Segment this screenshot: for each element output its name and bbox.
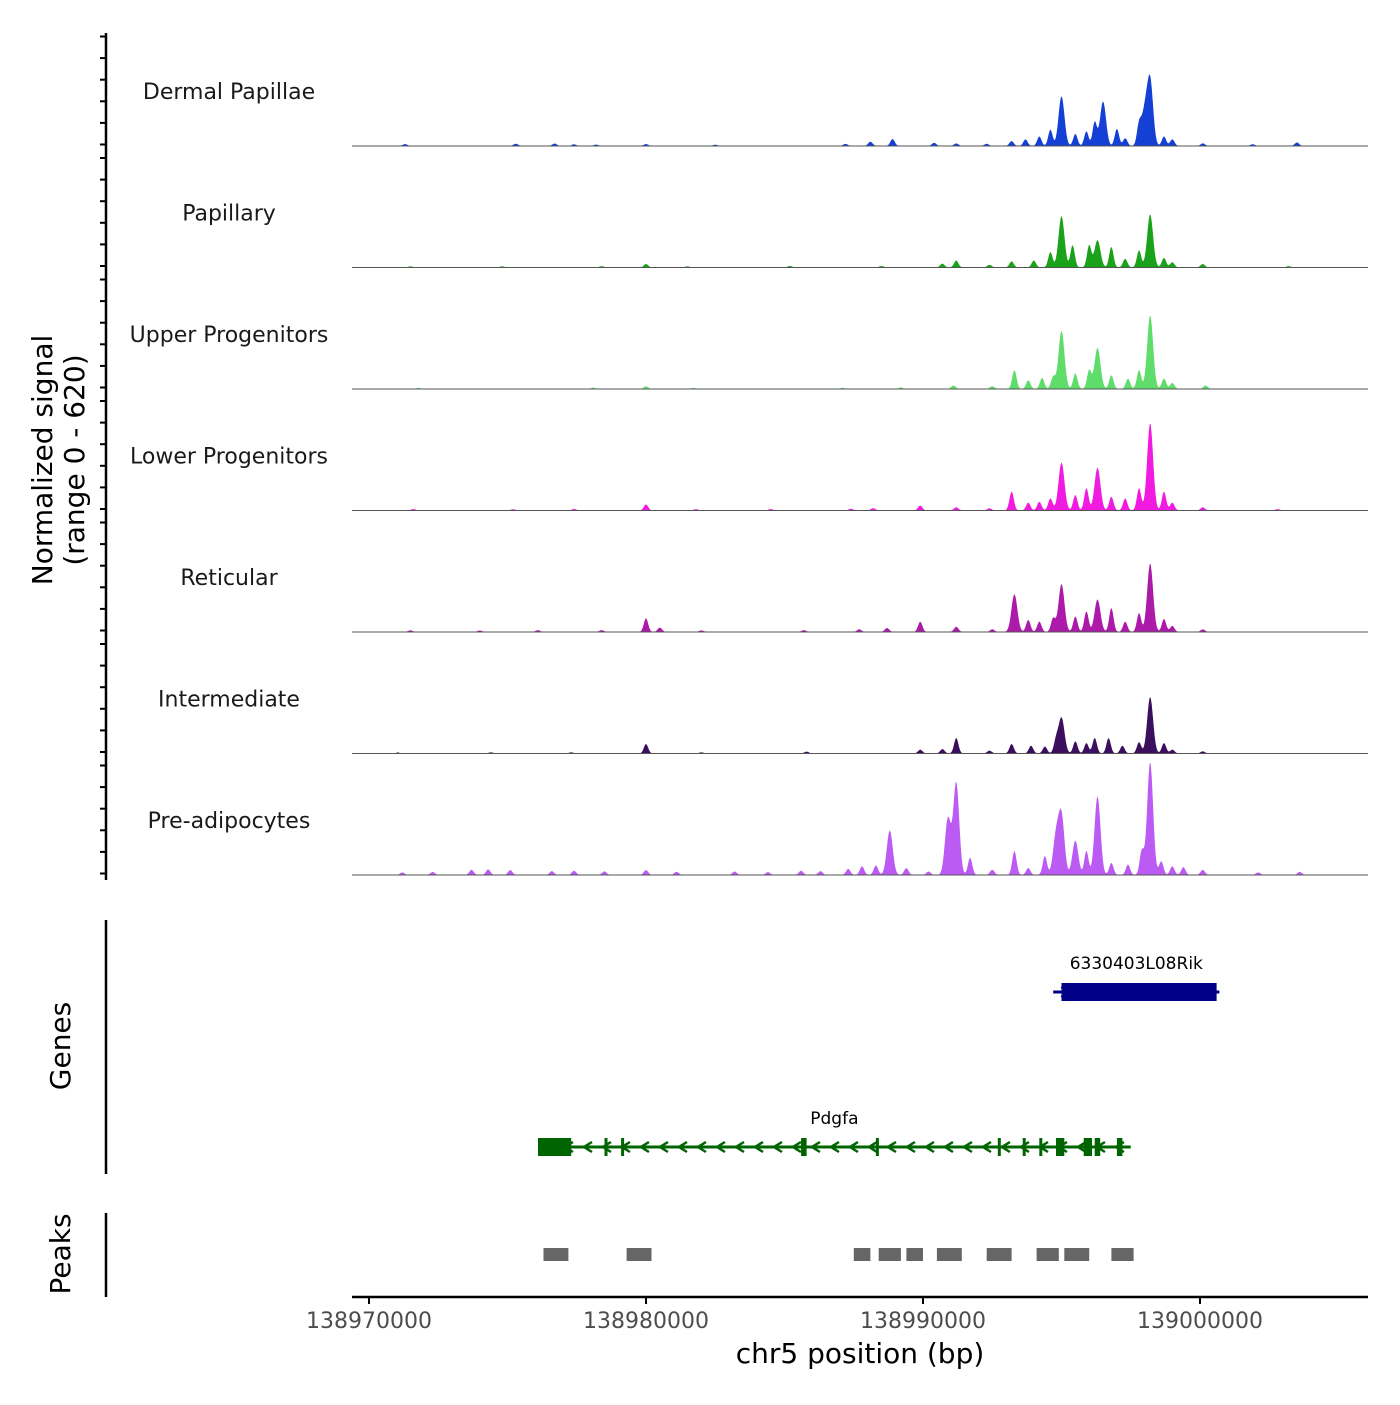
- gene-strand-arrow: [581, 1140, 593, 1154]
- gene-strand-arrow: [771, 1140, 783, 1154]
- gene-label: 6330403L08Rik: [1070, 954, 1203, 974]
- gene-strand-arrow: [980, 1140, 992, 1154]
- peak-region: [906, 1248, 923, 1261]
- track-label: Papillary: [182, 202, 276, 227]
- gene-exon: [621, 1138, 625, 1156]
- track-coverage-area: [396, 214, 1325, 268]
- gene-exon: [1039, 1138, 1043, 1156]
- track-coverage-area: [396, 74, 1325, 146]
- peak-region: [853, 1248, 871, 1261]
- gene-strand-arrow: [942, 1140, 954, 1154]
- gene-strand-arrow: [961, 1140, 973, 1154]
- peak-region: [543, 1248, 569, 1261]
- x-tick-label: 138980000: [583, 1309, 709, 1334]
- peak-region: [1036, 1248, 1059, 1261]
- peak-region: [1064, 1248, 1090, 1261]
- peak-region: [626, 1248, 652, 1261]
- gene-exon: [538, 1138, 572, 1156]
- gene-strand-arrow: [809, 1140, 821, 1154]
- peak-region: [986, 1248, 1012, 1261]
- track-label: Intermediate: [158, 688, 300, 713]
- track-reticular: Reticular: [180, 564, 1368, 633]
- x-tick-label: 138990000: [860, 1309, 986, 1334]
- y-axis-title-line2: (range 0 - 620): [58, 354, 91, 565]
- gene-strand-arrow: [847, 1140, 859, 1154]
- y-axis-title-line1: Normalized signal: [26, 335, 59, 586]
- gene-strand-arrow: [866, 1140, 878, 1154]
- gene-strand-arrow: [695, 1140, 707, 1154]
- x-tick-label: 138970000: [306, 1309, 432, 1334]
- track-lower-progenitors: Lower Progenitors: [130, 423, 1368, 511]
- x-tick-label: 139000000: [1137, 1309, 1263, 1334]
- track-coverage-area: [396, 423, 1325, 511]
- gene-6330403l08rik: 6330403L08Rik: [1053, 954, 1220, 1001]
- track-coverage-area: [396, 564, 1325, 632]
- gene-exon: [1061, 983, 1217, 1001]
- gene-strand-arrow: [600, 1140, 612, 1154]
- gene-strand-arrow: [885, 1140, 897, 1154]
- peak-region: [878, 1248, 901, 1261]
- track-dermal-papillae: Dermal Papillae: [143, 74, 1368, 147]
- gene-exon: [1094, 1138, 1101, 1156]
- track-pre-adipocytes: Pre-adipocytes: [148, 763, 1368, 876]
- gene-exon: [604, 1138, 608, 1156]
- gene-strand-arrow: [676, 1140, 688, 1154]
- gene-strand-arrow: [904, 1140, 916, 1154]
- x-axis: 138970000 138980000 138990000 139000000: [306, 1295, 1368, 1334]
- gene-strand-arrow: [657, 1140, 669, 1154]
- track-coverage-area: [396, 697, 1325, 754]
- gene-exon: [875, 1138, 879, 1156]
- coverage-tracks: Dermal Papillae Papillary Upper Progenitor…: [130, 74, 1368, 876]
- gene-exon: [1022, 1138, 1026, 1156]
- peaks-panel-title: Peaks: [44, 1213, 77, 1294]
- gene-strand-arrow: [733, 1140, 745, 1154]
- gene-strand-arrow: [638, 1140, 650, 1154]
- peak-region: [1111, 1248, 1134, 1261]
- gene-annotation-panel: 6330403L08Rik Pdgfa: [104, 920, 1220, 1174]
- gene-exon: [801, 1138, 807, 1156]
- track-label: Reticular: [180, 566, 278, 591]
- gene-strand-arrow: [714, 1140, 726, 1154]
- gene-strand-arrow: [1075, 1140, 1087, 1154]
- track-coverage-area: [396, 763, 1325, 875]
- gene-strand-arrow: [828, 1140, 840, 1154]
- x-axis-title: chr5 position (bp): [736, 1337, 985, 1370]
- track-label: Dermal Papillae: [143, 80, 315, 105]
- track-upper-progenitors: Upper Progenitors: [130, 315, 1368, 390]
- gene-strand-arrow: [752, 1140, 764, 1154]
- gene-exon: [1116, 1138, 1123, 1156]
- track-papillary: Papillary: [182, 202, 1368, 268]
- track-coverage-area: [396, 315, 1325, 389]
- gene-exon: [997, 1138, 1001, 1156]
- gene-label: Pdgfa: [810, 1109, 858, 1129]
- gene-strand-arrow: [1018, 1140, 1030, 1154]
- gene-strand-arrow: [790, 1140, 802, 1154]
- peaks-panel: [104, 1213, 1134, 1297]
- gene-exon: [1056, 1138, 1065, 1156]
- y-axis-title: Normalized signal (range 0 - 620): [26, 335, 91, 586]
- signal-y-axis: [100, 33, 108, 880]
- genes-panel-title: Genes: [44, 1002, 77, 1090]
- gene-pdgfa: Pdgfa: [537, 1109, 1131, 1156]
- track-intermediate: Intermediate: [158, 688, 1368, 754]
- gene-strand-arrow: [923, 1140, 935, 1154]
- track-label: Upper Progenitors: [130, 323, 329, 348]
- gene-strand-arrow: [999, 1140, 1011, 1154]
- gene-exon: [1083, 1138, 1092, 1156]
- track-label: Pre-adipocytes: [148, 809, 311, 834]
- track-label: Lower Progenitors: [130, 445, 328, 470]
- peak-region: [936, 1248, 962, 1261]
